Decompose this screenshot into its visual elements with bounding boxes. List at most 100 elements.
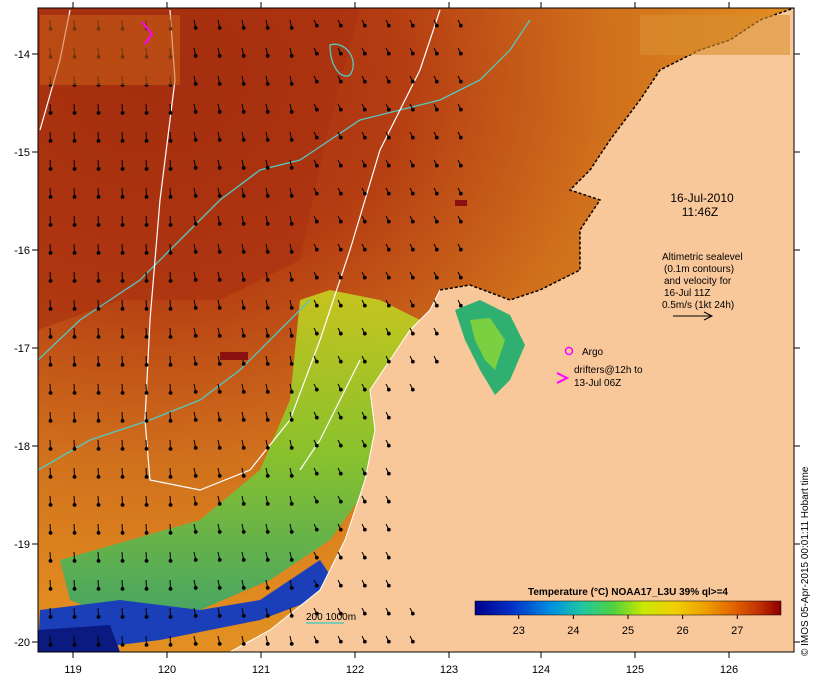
- velocity-vector-head: [120, 530, 125, 535]
- velocity-vector-head: [241, 333, 246, 338]
- velocity-vector-head: [410, 107, 415, 112]
- velocity-vector-head: [144, 194, 149, 199]
- velocity-vector-head: [314, 79, 319, 84]
- velocity-vector-head: [314, 163, 319, 168]
- velocity-vector-head: [265, 445, 270, 450]
- velocity-vector-head: [144, 250, 149, 255]
- velocity-vector-head: [362, 443, 367, 448]
- velocity-vector-head: [72, 334, 77, 339]
- velocity-vector-head: [168, 110, 173, 115]
- velocity-vector-head: [217, 417, 222, 422]
- colorbar-tick-label: 25: [622, 625, 634, 637]
- velocity-vector-head: [265, 109, 270, 114]
- velocity-vector-head: [48, 278, 53, 283]
- velocity-vector-head: [144, 474, 149, 479]
- velocity-vector-head: [168, 166, 173, 171]
- velocity-vector-head: [386, 611, 391, 616]
- velocity-vector-head: [48, 250, 53, 255]
- velocity-vector-head: [289, 333, 294, 338]
- velocity-vector-head: [96, 166, 101, 171]
- velocity-vector-head: [314, 219, 319, 224]
- velocity-vector-head: [289, 53, 294, 58]
- velocity-vector-head: [338, 219, 343, 224]
- velocity-vector-head: [193, 137, 198, 142]
- velocity-vector-head: [168, 306, 173, 311]
- velocity-vector-head: [362, 79, 367, 84]
- velocity-vector-head: [193, 249, 198, 254]
- velocity-vector-head: [314, 275, 319, 280]
- velocity-vector-head: [96, 138, 101, 143]
- velocity-vector-head: [314, 331, 319, 336]
- velocity-vector-head: [193, 361, 198, 366]
- velocity-vector-head: [217, 249, 222, 254]
- velocity-vector-head: [410, 191, 415, 196]
- velocity-vector-head: [217, 221, 222, 226]
- velocity-vector-head: [338, 191, 343, 196]
- velocity-vector-head: [265, 585, 270, 590]
- velocity-vector-head: [386, 555, 391, 560]
- velocity-vector-head: [48, 530, 53, 535]
- velocity-vector-head: [193, 221, 198, 226]
- velocity-vector-head: [362, 415, 367, 420]
- velocity-vector-head: [120, 222, 125, 227]
- velocity-vector-head: [241, 53, 246, 58]
- velocity-vector-head: [217, 613, 222, 618]
- velocity-vector-head: [96, 418, 101, 423]
- velocity-vector-head: [362, 163, 367, 168]
- cold-coastal-water: [38, 560, 340, 652]
- velocity-vector-head: [265, 221, 270, 226]
- altimetry-note-line: 16-Jul 11Z: [664, 288, 711, 299]
- velocity-vector-head: [48, 614, 53, 619]
- velocity-vector-head: [410, 387, 415, 392]
- velocity-vector-head: [144, 306, 149, 311]
- velocity-vector-head: [410, 275, 415, 280]
- velocity-vector-head: [72, 278, 77, 283]
- velocity-vector-head: [72, 362, 77, 367]
- velocity-vector-head: [410, 359, 415, 364]
- velocity-vector-head: [289, 81, 294, 86]
- velocity-vector-head: [265, 473, 270, 478]
- velocity-vector-head: [458, 51, 463, 56]
- velocity-vector-head: [241, 109, 246, 114]
- velocity-vector-head: [72, 110, 77, 115]
- velocity-vector-head: [120, 110, 125, 115]
- velocity-vector-head: [386, 583, 391, 588]
- velocity-vector-head: [144, 418, 149, 423]
- velocity-vector-head: [265, 501, 270, 506]
- lat-tick: -17: [14, 343, 30, 355]
- velocity-vector-head: [362, 359, 367, 364]
- velocity-vector-head: [289, 389, 294, 394]
- velocity-vector-head: [314, 583, 319, 588]
- velocity-vector-head: [386, 23, 391, 28]
- velocity-vector-head: [48, 138, 53, 143]
- velocity-vector-head: [241, 221, 246, 226]
- lon-tick: 122: [346, 664, 364, 676]
- velocity-vector-head: [168, 138, 173, 143]
- velocity-vector-head: [362, 135, 367, 140]
- velocity-vector-head: [217, 137, 222, 142]
- velocity-vector-head: [217, 529, 222, 534]
- scale-arrow: [673, 311, 714, 321]
- velocity-vector-head: [289, 277, 294, 282]
- velocity-vector-head: [193, 557, 198, 562]
- drifter-track-icon: [141, 21, 154, 45]
- velocity-vector-head: [193, 417, 198, 422]
- velocity-vector-head: [289, 305, 294, 310]
- velocity-vector-head: [314, 247, 319, 252]
- velocity-vector-head: [48, 502, 53, 507]
- velocity-vector-head: [386, 51, 391, 56]
- velocity-vector-head: [458, 163, 463, 168]
- velocity-vector-head: [362, 331, 367, 336]
- velocity-vector-head: [120, 614, 125, 619]
- velocity-vector-head: [217, 585, 222, 590]
- velocity-vector-head: [362, 219, 367, 224]
- coastline: [439, 8, 794, 301]
- velocity-vector-head: [144, 502, 149, 507]
- velocity-vector-head: [241, 473, 246, 478]
- velocity-vector-head: [434, 163, 439, 168]
- velocity-vector-head: [386, 247, 391, 252]
- velocity-vector-head: [362, 191, 367, 196]
- velocity-vector-head: [314, 135, 319, 140]
- velocity-vector-head: [289, 417, 294, 422]
